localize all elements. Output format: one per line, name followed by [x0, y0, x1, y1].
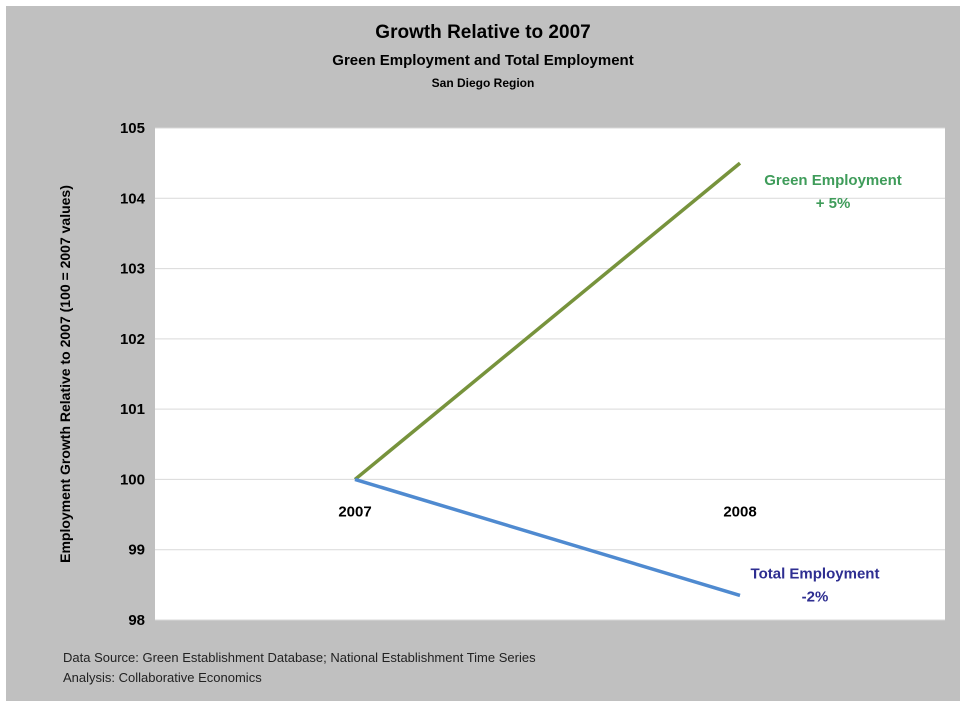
- gridlines: [155, 127, 945, 621]
- x-axis-ticks: 2007 2008: [338, 503, 756, 520]
- x-tick-label: 2007: [338, 503, 371, 520]
- y-axis-ticks: 98 99 100 101 102 103 104 105: [120, 120, 146, 629]
- x-tick-label: 2008: [723, 503, 756, 520]
- y-axis-label: Employment Growth Relative to 2007 (100 …: [57, 185, 73, 563]
- series-annotations: Green Employment + 5% Total Employment -2%: [751, 172, 902, 605]
- y-tick-label: 101: [120, 401, 145, 418]
- series-change-label: + 5%: [816, 195, 851, 212]
- y-tick-label: 100: [120, 471, 145, 488]
- y-tick-label: 99: [128, 542, 145, 559]
- series-change-label: -2%: [802, 588, 829, 605]
- y-tick-label: 105: [120, 120, 145, 137]
- y-tick-label: 98: [128, 612, 145, 629]
- y-tick-label: 102: [120, 331, 145, 348]
- analysis-note: Analysis: Collaborative Economics: [63, 670, 262, 685]
- chart-subtitle: Green Employment and Total Employment: [332, 52, 634, 69]
- y-tick-label: 103: [120, 261, 145, 278]
- total-employment-line: [354, 477, 741, 598]
- series-label: Green Employment: [764, 172, 902, 189]
- series-lines: [353, 161, 742, 598]
- data-source-note: Data Source: Green Establishment Databas…: [63, 650, 536, 665]
- series-label: Total Employment: [751, 565, 880, 582]
- chart-title: Growth Relative to 2007: [375, 22, 591, 43]
- green-employment-line: [353, 161, 742, 481]
- chart-region-subtitle: San Diego Region: [431, 76, 535, 90]
- y-tick-label: 104: [120, 190, 146, 207]
